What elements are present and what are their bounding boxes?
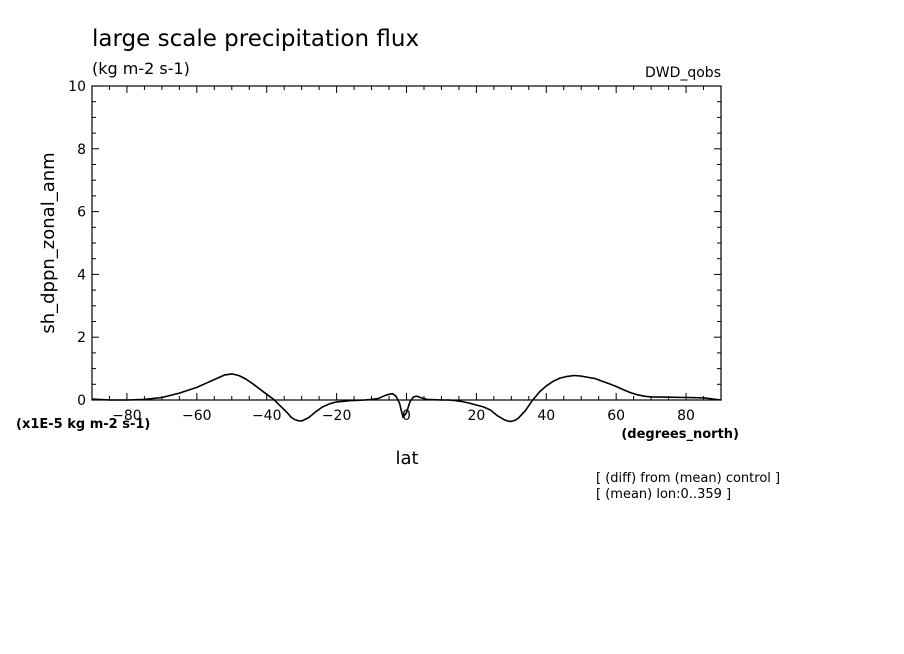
x-tick-labels: −80 −60 −40 −20 0 20 40 60 80 <box>112 408 695 424</box>
y-tick-label: 6 <box>77 205 86 221</box>
x-tick-label: −40 <box>252 408 282 424</box>
x-tick-label: −80 <box>112 408 142 424</box>
dataset-label: DWD_qobs <box>645 65 721 81</box>
note-mean: [ (mean) lon:0..359 ] <box>596 487 731 502</box>
x-axis-label: lat <box>395 448 418 469</box>
units-label: (kg m-2 s-1) <box>92 59 190 78</box>
x-tick-label: 40 <box>537 408 555 424</box>
axis-ticks <box>91 85 722 401</box>
y-tick-label: 2 <box>77 330 86 346</box>
y-axis-label: sh_dppn_zonal_anm <box>38 152 59 333</box>
plot-frame <box>91 85 722 401</box>
series-line <box>91 373 722 423</box>
y-tick-label: 0 <box>77 393 86 409</box>
x-tick-label: 20 <box>467 408 485 424</box>
x-tick-label: 80 <box>677 408 695 424</box>
y-scale-note: (x1E-5 kg m-2 s-1) <box>16 417 150 432</box>
x-tick-label: −20 <box>322 408 352 424</box>
x-tick-label: 60 <box>607 408 625 424</box>
x-tick-label: 0 <box>402 408 411 424</box>
x-axis-units: (degrees_north) <box>621 427 739 442</box>
y-tick-label: 4 <box>77 267 86 283</box>
x-tick-label: −60 <box>182 408 212 424</box>
y-tick-label: 8 <box>77 142 86 158</box>
y-tick-label: 10 <box>68 79 86 95</box>
chart-title: large scale precipitation flux <box>92 26 419 52</box>
y-tick-labels: 0 2 4 6 8 10 <box>68 79 86 409</box>
note-diff: [ (diff) from (mean) control ] <box>596 471 780 486</box>
